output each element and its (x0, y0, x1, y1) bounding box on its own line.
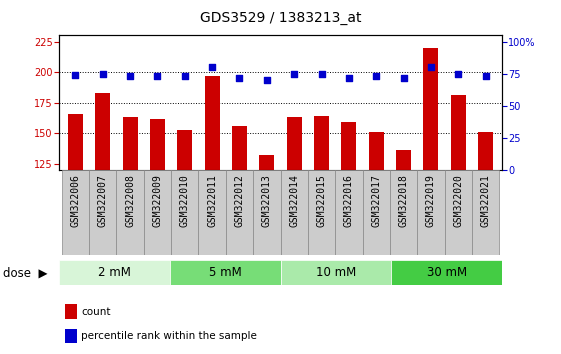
Point (289, 71, 298, 77)
Bar (205, 76, 219, 317)
Bar (478, 132, 493, 317)
Bar (314, 116, 329, 317)
Bar (390, 170, 417, 255)
Text: count: count (81, 307, 111, 316)
Text: GSM322013: GSM322013 (262, 174, 272, 227)
Text: GSM322008: GSM322008 (125, 174, 135, 227)
Point (454, 71, 463, 77)
Text: GSM322019: GSM322019 (426, 174, 436, 227)
Bar (342, 122, 356, 317)
Point (426, 64, 435, 70)
Point (126, 74, 135, 79)
Bar (335, 170, 362, 255)
Bar (417, 170, 445, 255)
Text: GSM322010: GSM322010 (180, 174, 190, 227)
Bar (95, 93, 110, 317)
Point (372, 74, 381, 79)
Point (344, 75, 353, 80)
Bar (150, 119, 165, 317)
Text: GSM322007: GSM322007 (98, 174, 108, 227)
Bar (472, 170, 499, 255)
Text: 2 mM: 2 mM (98, 266, 131, 279)
Point (399, 75, 408, 80)
Bar (396, 150, 411, 317)
Text: GSM322017: GSM322017 (371, 174, 381, 227)
Bar (280, 260, 392, 285)
Text: GSM322014: GSM322014 (289, 174, 299, 227)
Bar (287, 117, 302, 317)
Text: GSM322011: GSM322011 (207, 174, 217, 227)
Text: 10 mM: 10 mM (316, 266, 356, 279)
Point (98, 71, 107, 77)
Text: GDS3529 / 1383213_at: GDS3529 / 1383213_at (200, 11, 361, 25)
Text: GSM322009: GSM322009 (153, 174, 162, 227)
Bar (68, 114, 83, 317)
Bar (253, 170, 280, 255)
Text: GSM322016: GSM322016 (344, 174, 354, 227)
Text: GSM322015: GSM322015 (316, 174, 327, 227)
Bar (232, 126, 247, 317)
Bar (59, 260, 169, 285)
Point (153, 74, 162, 79)
Bar (392, 260, 502, 285)
Point (481, 74, 490, 79)
Bar (144, 170, 171, 255)
Bar (62, 170, 89, 255)
Bar (308, 170, 335, 255)
Point (235, 75, 244, 80)
Text: 30 mM: 30 mM (426, 266, 467, 279)
Point (208, 64, 217, 70)
Text: GSM322006: GSM322006 (70, 174, 80, 227)
Text: GSM322018: GSM322018 (399, 174, 408, 227)
Bar (169, 260, 280, 285)
Bar (362, 170, 390, 255)
Bar (280, 170, 308, 255)
Point (317, 71, 326, 77)
Text: GSM322012: GSM322012 (234, 174, 245, 227)
Text: GSM322021: GSM322021 (481, 174, 491, 227)
Text: dose  ▶: dose ▶ (3, 266, 47, 279)
Bar (122, 117, 137, 317)
Bar (199, 170, 226, 255)
Bar (89, 170, 116, 255)
Text: percentile rank within the sample: percentile rank within the sample (81, 331, 257, 341)
Bar (171, 170, 199, 255)
Bar (116, 170, 144, 255)
Bar (259, 155, 274, 317)
Point (263, 78, 272, 83)
Bar (451, 95, 466, 317)
Bar (424, 48, 439, 317)
Text: 5 mM: 5 mM (209, 266, 241, 279)
Text: GSM322020: GSM322020 (453, 174, 463, 227)
Point (180, 74, 189, 79)
Point (71, 72, 80, 78)
Bar (445, 170, 472, 255)
Bar (177, 130, 192, 317)
Bar (369, 132, 384, 317)
Bar (226, 170, 253, 255)
